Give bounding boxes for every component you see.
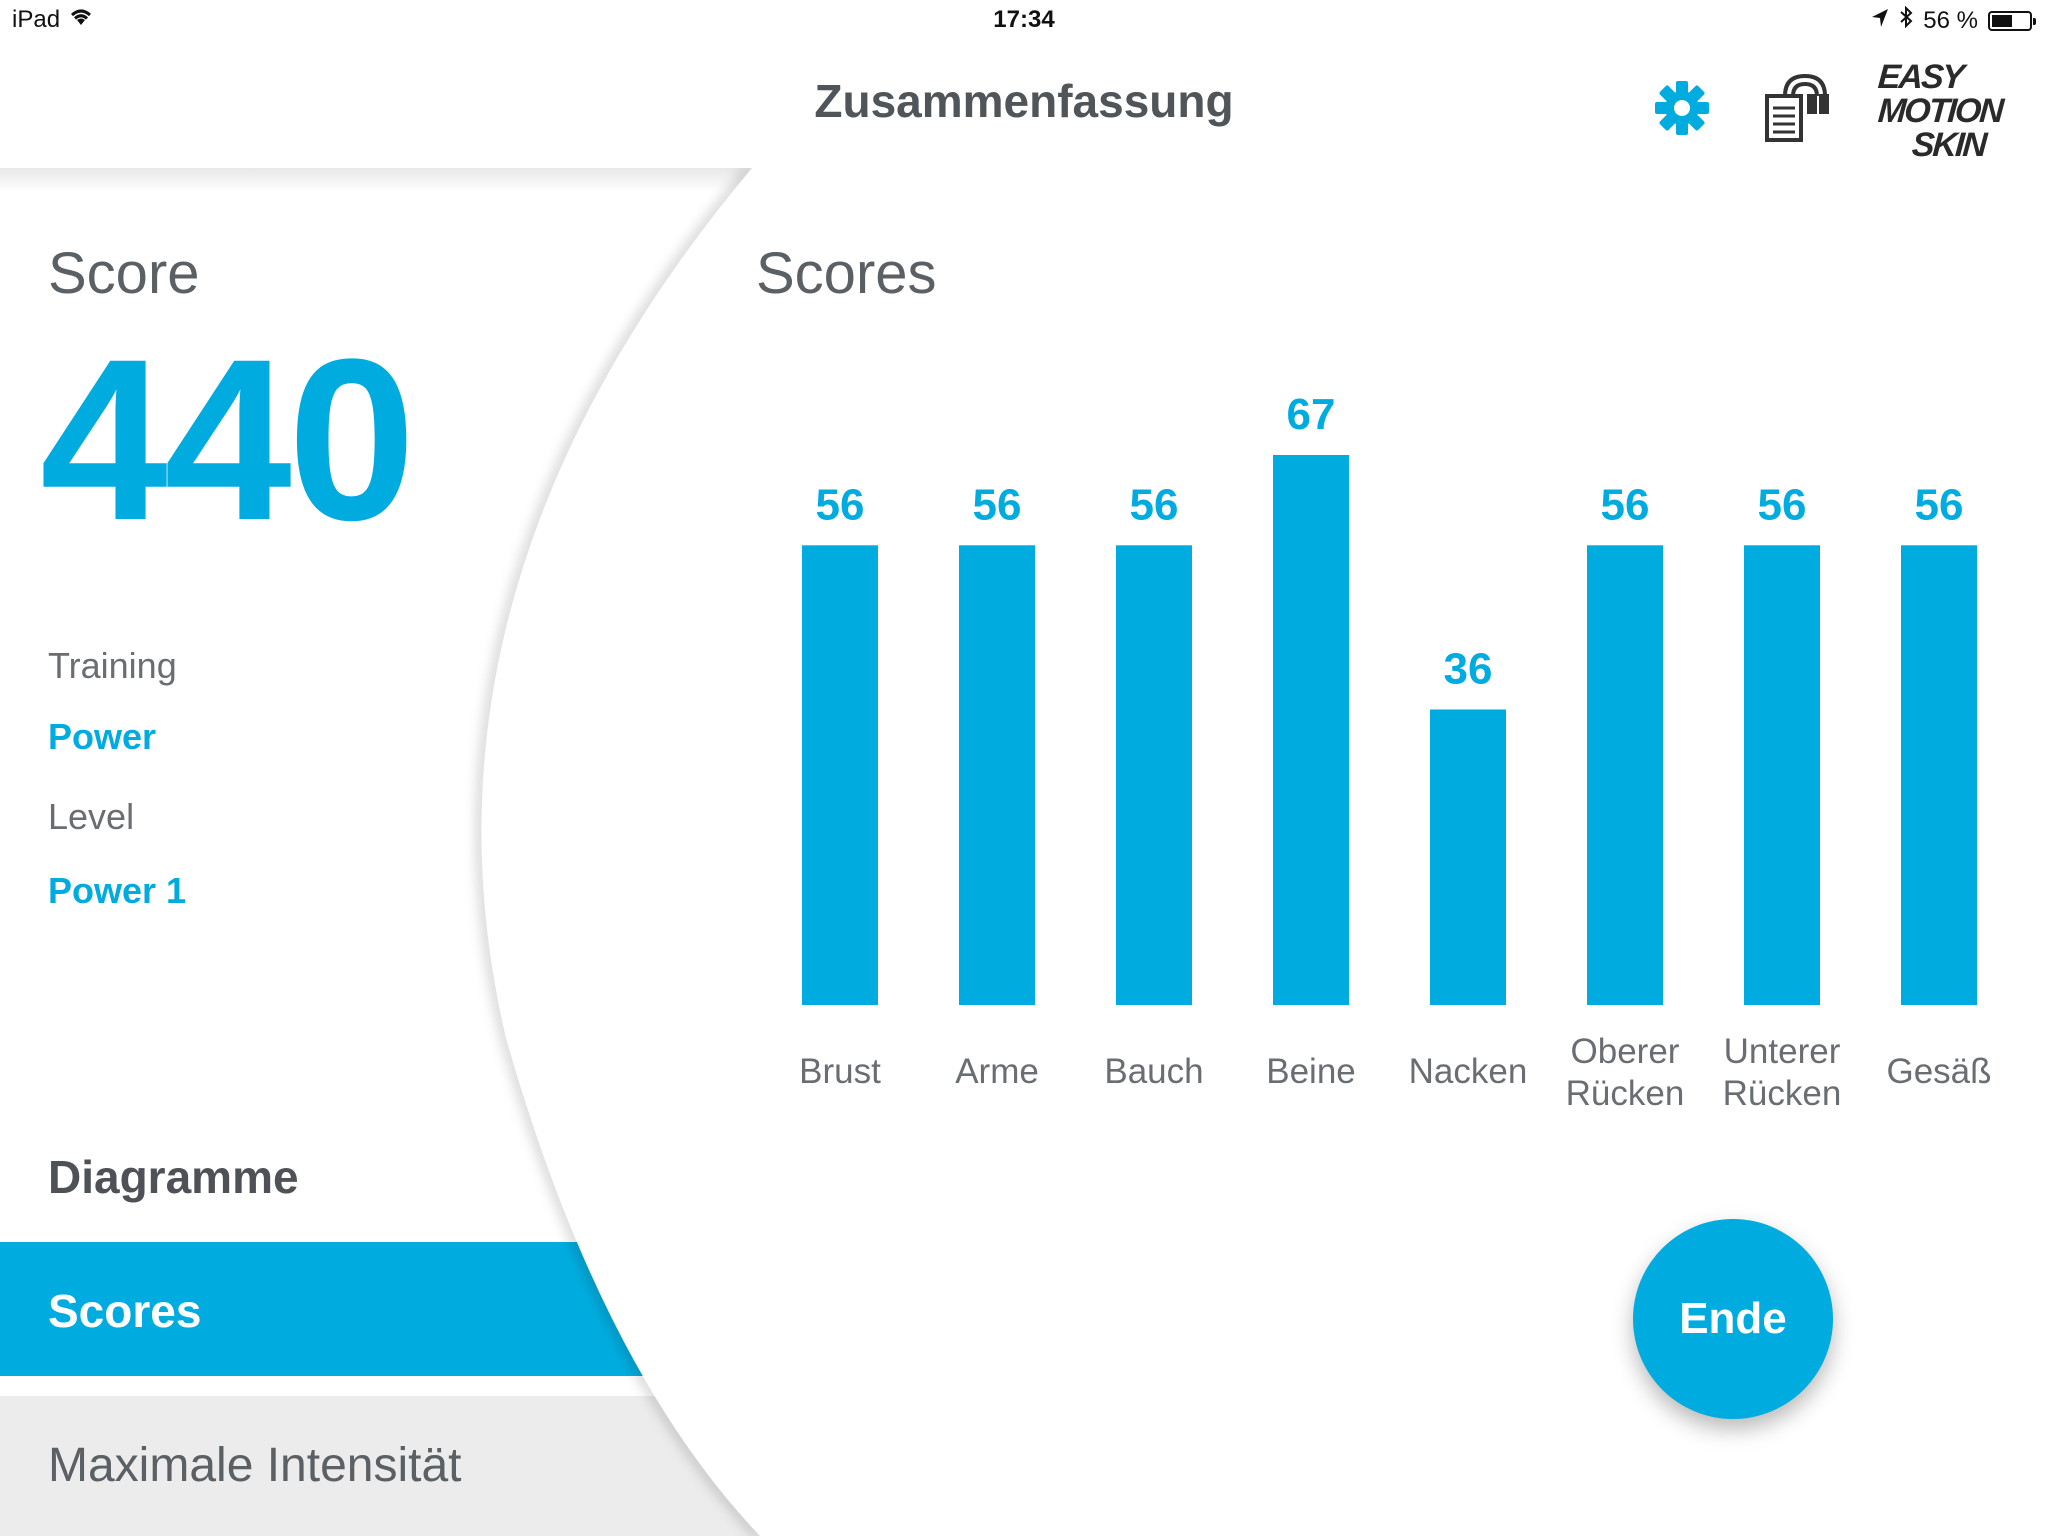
bar-value-label: 67 [1287,390,1336,439]
bar-3 [1273,455,1349,1005]
category-label: Nacken [1409,1052,1528,1091]
logo-line: SKIN [1910,126,1987,164]
diagram-section-title: Diagramme [48,1151,299,1203]
category-label: Bauch [1104,1052,1203,1091]
bar-value-label: 56 [1130,480,1179,529]
status-left: iPad [12,6,94,34]
bar-value-label: 56 [973,480,1022,529]
page-title: Zusammenfassung [814,75,1234,127]
nav-item-max-intensity[interactable]: Maximale Intensität [0,1396,760,1536]
easy-motion-skin-logo: EASY MOTION SKIN [1876,58,2008,170]
app-header: Zusammenfassung [0,40,2048,168]
bar-4 [1430,709,1506,1005]
category-label: Gesäß [1886,1052,1991,1091]
category-label: Brust [799,1052,881,1091]
bar-value-label: 56 [816,480,865,529]
bar-6 [1744,545,1820,1005]
category-label: Rücken [1723,1074,1842,1113]
bar-1 [959,545,1035,1005]
score-label: Score [48,241,200,306]
bluetooth-icon [1899,5,1913,35]
status-bar: iPad 17:34 56 % [0,0,2048,40]
panel-shadow [0,168,760,192]
logo-line: MOTION [1876,92,2004,130]
bar-value-label: 56 [1758,480,1807,529]
end-button-label: Ende [1679,1294,1787,1343]
category-label: Oberer [1571,1032,1680,1071]
gear-icon[interactable] [1642,68,1722,148]
bar-value-label: 36 [1444,644,1493,693]
chart-title: Scores [756,241,937,306]
status-time: 17:34 [993,6,1055,33]
logo-line: EASY [1876,58,1964,96]
wifi-icon [68,6,94,34]
level-label: Level [48,796,135,837]
scores-bar-chart: 56 Brust 56 Arme 56 Bauch 67 Beine 36 Nacken 56 Obe… [740,340,2030,1140]
location-icon [1871,7,1889,35]
nav-item-label: Maximale Intensität [48,1439,462,1492]
bar-value-label: 56 [1601,480,1650,529]
training-label: Training [48,645,177,686]
nav-item-scores[interactable]: Scores [0,1242,760,1376]
category-label: Unterer [1724,1032,1841,1071]
training-value: Power [48,716,157,757]
nav-item-label: Scores [48,1285,202,1337]
device-name: iPad [12,6,61,33]
bar-5 [1587,545,1663,1005]
category-label: Arme [955,1052,1039,1091]
device-icon[interactable] [1755,68,1835,148]
category-label: Rücken [1566,1074,1685,1113]
score-value: 440 [40,311,416,568]
bar-2 [1116,545,1192,1005]
level-value: Power 1 [48,870,187,911]
category-label: Beine [1266,1052,1356,1091]
bar-value-label: 56 [1915,480,1964,529]
bar-0 [802,545,878,1005]
battery-text: 56 % [1923,6,1978,34]
status-right: 56 % [1871,5,2036,35]
bar-7 [1901,545,1977,1005]
battery-icon [1988,10,2036,31]
end-button[interactable]: Ende [1633,1219,1833,1419]
chart-svg: 56 Brust 56 Arme 56 Bauch 67 Beine 36 Nacken 56 Obe… [799,390,1991,1113]
